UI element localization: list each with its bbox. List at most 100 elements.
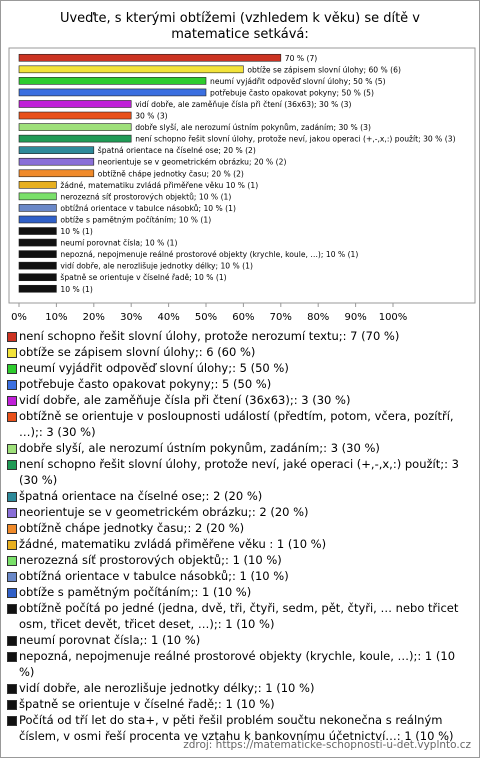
legend-item: neorientuje se v geometrickém obrázku;: … [7, 504, 473, 520]
bar [18, 77, 207, 85]
bar-label: nepozná, nepojmenuje reálné prostorové o… [60, 250, 358, 259]
bar [18, 53, 282, 62]
bar [18, 123, 132, 131]
x-tick-label: 0% [11, 312, 27, 321]
legend-value: : 1 (10 %) [257, 681, 315, 695]
bar [18, 146, 95, 154]
source: zdroj: https://matematicke-schopnosti-u-… [183, 739, 471, 751]
x-tick-label: 100% [379, 312, 408, 321]
legend-item: Počítá od tří let do sta+, v pěti řešil … [7, 712, 473, 744]
chart: 0% 10% 20% 30% 40% 50% 60% 70% 80% 90% 100% 70 % (7… [8, 47, 476, 321]
legend-value: : 6 (60 %) [198, 345, 256, 359]
legend-value: : 1 (10 %) [217, 617, 275, 631]
legend-label: potřebuje často opakovat pokyny; [19, 377, 215, 391]
legend-item: žádné, matematiku zvládá přiměřene věku … [7, 536, 473, 552]
legend-item: nepozná, nepojmenuje reálné prostorové o… [7, 648, 473, 680]
legend-value: : 1 (10 %) [232, 569, 289, 583]
bar [18, 261, 57, 270]
legend-swatch [7, 540, 17, 550]
bar-label: špatná orientace na číselné ose; 20 % (2… [98, 146, 256, 155]
bar-label: obtížně chápe jednotky času; 20 % (2) [98, 169, 244, 178]
legend-value: : 3 (30 %) [323, 441, 380, 455]
legend-value: : 1 (10 %) [19, 649, 456, 679]
legend-item: neumí porovnat čísla;: 1 (10 %) [7, 632, 473, 648]
legend-item: obtížně chápe jednotky času;: 2 (20 %) [7, 520, 473, 536]
legend-label: špatně se orientuje v číselné řadě; [19, 697, 218, 711]
legend-swatch [7, 684, 17, 694]
bar-label: dobře slyší, ale nerozumí ústním pokynům… [135, 123, 371, 132]
legend-label: neumí vyjádřit odpověď slovní úlohy; [19, 361, 233, 375]
legend-item: špatná orientace na číselné ose;: 2 (20 … [7, 488, 473, 504]
legend-swatch [7, 444, 17, 454]
legend-label: neorientuje se v geometrickém obrázku; [19, 505, 252, 519]
legend-swatch [7, 380, 17, 390]
x-tick-label: 20% [83, 312, 105, 321]
legend-item: obtížně počítá po jedné (jedna, dvě, tři… [7, 600, 473, 632]
bar-label: obtížná orientace v tabulce násobků; 10 … [60, 204, 236, 213]
legend-label: nepozná, nepojmenuje reálné prostorové o… [19, 649, 418, 663]
legend-label: obtíže se zápisem slovní úlohy; [19, 345, 199, 359]
legend-value: : 5 (50 %) [214, 377, 272, 391]
legend-value: : 5 (50 %) [232, 361, 289, 375]
bar [18, 192, 57, 201]
legend-label: špatná orientace na číselné ose; [19, 489, 206, 503]
legend-label: nerozezná síť prostorových objektů; [19, 553, 226, 567]
bar-label: vidí dobře, ale zaměňuje čísla při čtení… [135, 100, 351, 109]
legend-value: : 3 (30 %) [19, 457, 459, 487]
legend-item: neumí vyjádřit odpověď slovní úlohy;: 5 … [7, 360, 473, 376]
legend-value: : 1 (10 %) [217, 697, 275, 711]
legend-value: : 2 (20 %) [251, 505, 309, 519]
legend-swatch [7, 716, 17, 726]
legend-swatch [7, 396, 17, 406]
bar [18, 284, 57, 293]
legend-label: vidí dobře, ale zaměňuje čísla při čtení… [19, 393, 294, 407]
legend-value: : 3 (30 %) [293, 393, 351, 407]
bar-label: 10 % (1) [60, 285, 92, 294]
legend-value: : 7 (70 %) [342, 329, 400, 343]
legend-swatch [7, 460, 17, 470]
legend-value: : 1 (10 %) [269, 537, 327, 551]
legend-swatch [7, 604, 17, 614]
bar [18, 227, 57, 235]
legend-label: obtížně se orientuje v posloupnosti udál… [19, 409, 454, 439]
bar-label: není schopno řešit slovní úlohy, protože… [135, 135, 455, 144]
legend-value: : 3 (30 %) [38, 425, 96, 439]
legend-label: vidí dobře, ale nerozlišuje jednotky dél… [19, 681, 258, 695]
legend-swatch [7, 348, 17, 358]
bar-label: neorientuje se v geometrickém obrázku; 2… [98, 158, 287, 167]
x-tick-label: 90% [344, 312, 366, 321]
bar [18, 204, 57, 212]
chart-title: Uveďte, s kterými obtížemi (vzhledem k v… [59, 11, 421, 42]
bar [18, 273, 57, 282]
legend-item: potřebuje často opakovat pokyny;: 5 (50 … [7, 376, 473, 392]
legend-value: : 1 (10 %) [143, 633, 201, 647]
legend-label: Počítá od tří let do sta+, v pěti řešil … [19, 713, 443, 743]
legend-swatch [7, 364, 17, 374]
legend-swatch [7, 636, 17, 646]
legend-item: špatně se orientuje v číselné řadě;: 1 (… [7, 696, 473, 712]
bar-label: žádné, matematiku zvládá přiměřene věku … [60, 181, 258, 190]
legend-label: neumí porovnat čísla; [19, 633, 144, 647]
legend-label: obtížně počítá po jedné (jedna, dvě, tři… [19, 601, 459, 631]
bar-label: nerozezná síť prostorových objektů; 10 %… [60, 192, 231, 201]
legend-item: není schopno řešit slovní úlohy, protože… [7, 328, 473, 344]
bar [18, 238, 57, 247]
legend-swatch [7, 700, 17, 710]
bar-label: obtíže s pamětným počítáním; 10 % (1) [60, 215, 211, 224]
legend-label: žádné, matematiku zvládá přiměřene věku [19, 537, 270, 551]
bar-label: 10 % (1) [60, 227, 92, 236]
legend-value: : 1 (10 %) [194, 585, 252, 599]
bar [18, 169, 95, 178]
bar [18, 134, 132, 143]
legend-item: vidí dobře, ale zaměňuje čísla při čtení… [7, 392, 473, 408]
legend-swatch [7, 572, 17, 582]
legend-value: : 2 (20 %) [187, 521, 245, 535]
legend-item: není schopno řešit slovní úlohy, protože… [7, 456, 473, 488]
bar [18, 111, 132, 120]
legend-swatch [7, 508, 17, 518]
legend: není schopno řešit slovní úlohy, protože… [7, 328, 473, 744]
x-tick-label: 70% [270, 312, 292, 321]
x-tick-label: 30% [120, 312, 142, 321]
legend-item: obtížně se orientuje v posloupnosti udál… [7, 408, 473, 440]
